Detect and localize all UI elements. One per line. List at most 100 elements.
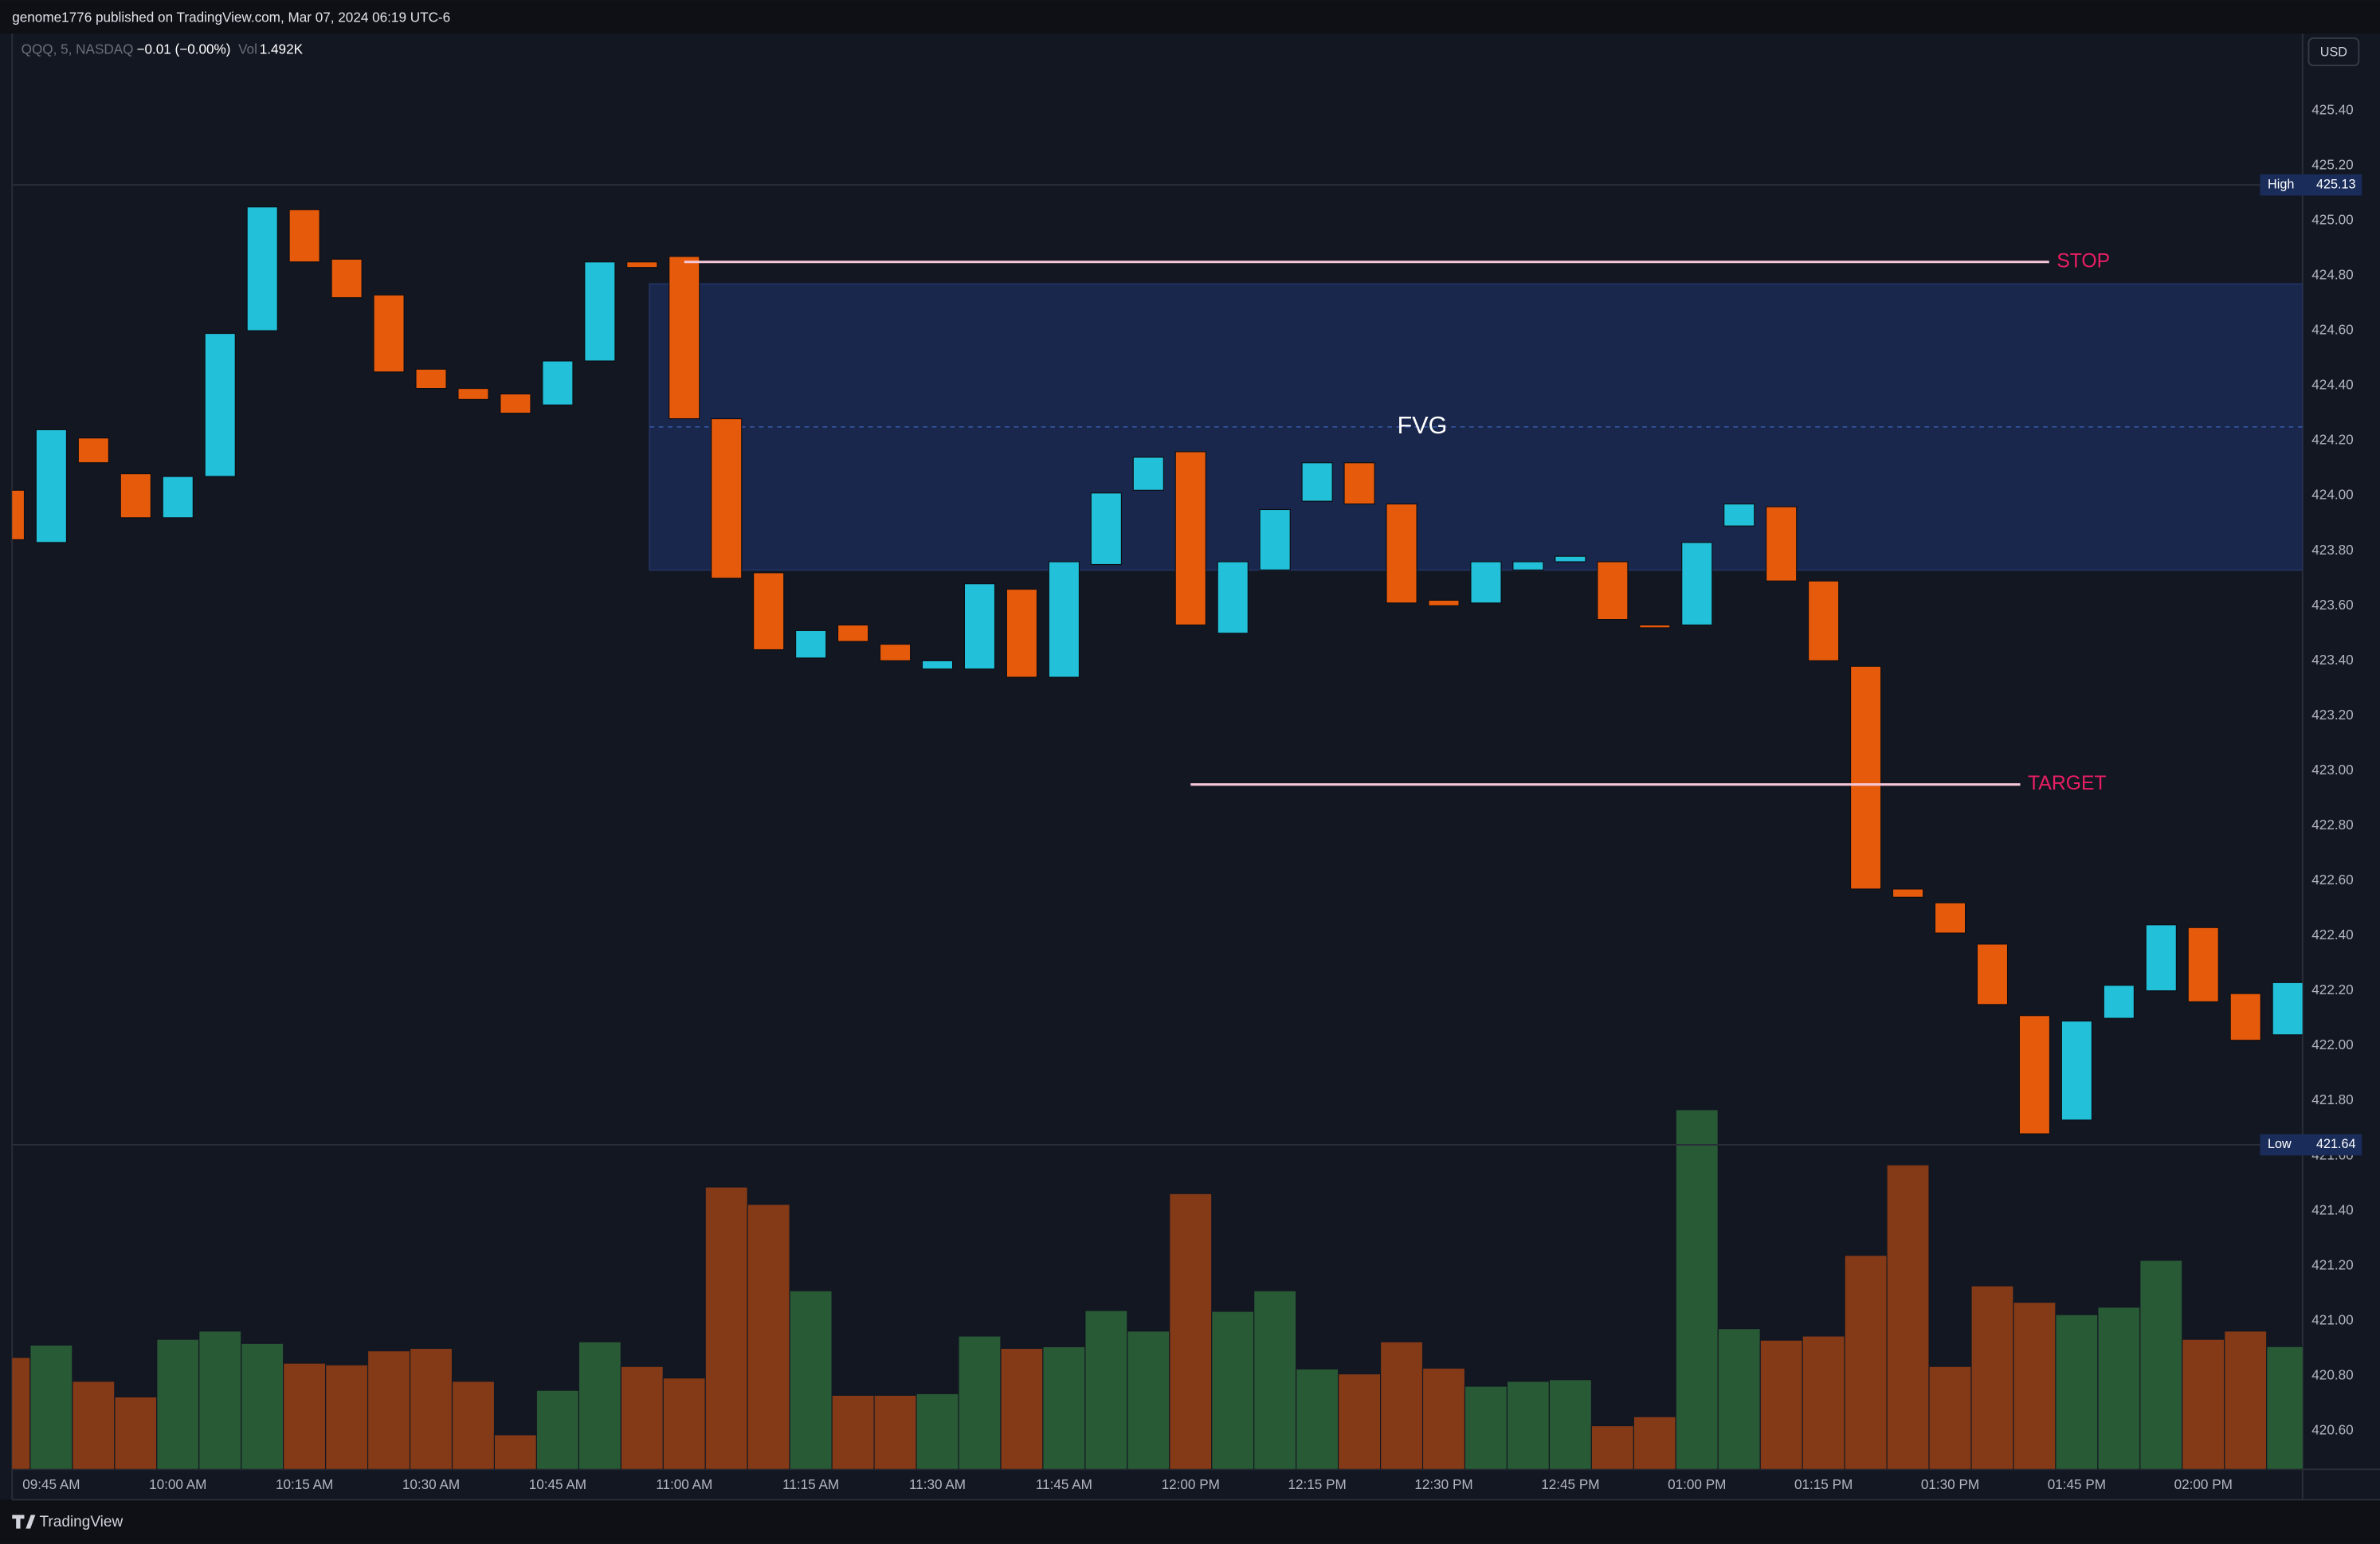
volume-bar — [283, 1362, 327, 1470]
currency[interactable]: USD — [2320, 45, 2347, 59]
candle-body — [2060, 1021, 2093, 1121]
candle-body — [1512, 561, 1544, 571]
candle-body — [879, 644, 912, 661]
candle-body — [246, 206, 278, 331]
volume-bar — [747, 1204, 790, 1470]
x-tick-label: 01:45 PM — [2048, 1476, 2106, 1492]
candle-body — [162, 476, 194, 519]
candle-body — [2145, 924, 2177, 992]
volume-bar — [2139, 1260, 2183, 1470]
candle-body — [1808, 580, 1840, 661]
volume-bar — [451, 1381, 496, 1470]
volume-bar — [620, 1366, 664, 1470]
target-label: TARGET — [2028, 773, 2107, 794]
volume-bar — [1211, 1311, 1255, 1470]
volume-bar — [367, 1350, 411, 1470]
y-tick-label: 421.40 — [2311, 1201, 2353, 1217]
candle-body — [584, 261, 616, 362]
candle-body — [837, 624, 869, 642]
high-badge-label: High — [2268, 177, 2294, 191]
volume-bar — [1717, 1328, 1761, 1470]
x-tick-label: 11:15 AM — [782, 1476, 839, 1492]
volume-bar — [958, 1335, 1002, 1470]
candle-body — [921, 660, 954, 670]
candle-body — [204, 332, 236, 477]
candle-body — [12, 489, 25, 541]
volume-bar — [241, 1342, 284, 1470]
y-tick-label: 422.00 — [2311, 1037, 2353, 1052]
volume-bar — [1590, 1425, 1634, 1470]
volume-bar — [1421, 1367, 1466, 1470]
candle-body — [1597, 561, 1629, 621]
high-badge-value: 425.13 — [2316, 177, 2356, 191]
y-tick-label: 423.80 — [2311, 542, 2353, 558]
x-tick-label: 10:45 AM — [529, 1476, 586, 1492]
volume-bar — [2224, 1330, 2268, 1470]
volume-bar — [2097, 1307, 2141, 1470]
volume-bar — [789, 1290, 833, 1470]
y-tick-label: 424.20 — [2311, 432, 2353, 448]
candle-body — [1132, 457, 1164, 491]
candle-body — [1934, 902, 1966, 934]
fvg-label: FVG — [1398, 412, 1448, 439]
volume-bar — [1970, 1285, 2014, 1470]
candle-body — [1639, 624, 1671, 629]
x-tick-label: 01:15 PM — [1794, 1476, 1853, 1492]
volume-bar — [1886, 1164, 1930, 1470]
volume-bar — [1042, 1346, 1086, 1470]
candle-body — [1428, 599, 1460, 606]
volume-bar — [114, 1396, 158, 1470]
volume-bar — [1759, 1339, 1803, 1470]
y-tick-label: 425.00 — [2311, 212, 2353, 228]
candle-body — [1723, 504, 1755, 527]
volume-bar — [1802, 1335, 1845, 1470]
candle-body — [1048, 561, 1080, 678]
candle-body — [500, 393, 531, 414]
x-tick-label: 12:45 PM — [1541, 1476, 1599, 1492]
high-badge — [2260, 174, 2362, 196]
volume-bar — [2055, 1314, 2099, 1470]
y-tick-label: 420.60 — [2311, 1422, 2353, 1438]
low-badge-value: 421.64 — [2316, 1137, 2356, 1151]
volume-bar — [704, 1186, 748, 1470]
candle-body — [457, 388, 489, 400]
x-tick-label: 10:00 AM — [149, 1476, 206, 1492]
candle-body — [1555, 555, 1586, 562]
candle-body — [1766, 506, 1798, 582]
y-tick-label: 424.80 — [2311, 267, 2353, 283]
currency-button[interactable] — [2307, 37, 2360, 67]
volume-bar — [916, 1393, 959, 1470]
y-tick-label: 422.20 — [2311, 982, 2353, 997]
footer-bar — [0, 1499, 2380, 1544]
volume-bar — [1548, 1379, 1592, 1470]
x-tick-label: 11:45 AM — [1036, 1476, 1092, 1492]
volume-bar — [1253, 1290, 1297, 1470]
brand: TradingView — [40, 1514, 124, 1530]
x-tick-label: 11:00 AM — [656, 1476, 712, 1492]
volume-bar — [2013, 1302, 2057, 1470]
candle-body — [2229, 993, 2261, 1041]
candle-body — [1681, 542, 1713, 626]
candle-body — [2103, 985, 2135, 1019]
y-tick-label: 421.80 — [2311, 1091, 2353, 1107]
x-tick-label: 02:00 PM — [2174, 1476, 2233, 1492]
low-badge-label: Low — [2268, 1137, 2292, 1151]
y-tick-label: 423.40 — [2311, 652, 2353, 668]
candle-body — [753, 572, 785, 651]
plot: FVG STOP TARGET — [12, 184, 2303, 1470]
volume-bar — [2266, 1346, 2303, 1470]
candle-body — [795, 629, 827, 659]
y-tick-label: 425.40 — [2311, 101, 2353, 117]
candle-body — [1343, 462, 1375, 505]
volume-bar — [29, 1344, 73, 1470]
volume-bar — [1000, 1347, 1044, 1470]
legend-change: −0.01 (−0.00%) — [136, 41, 230, 57]
candle-body — [542, 360, 574, 406]
candle-body — [1259, 508, 1291, 571]
candle-body — [1090, 492, 1122, 566]
candle-body — [35, 429, 68, 543]
legend-vol-label: Vol — [238, 41, 257, 57]
volume-bar — [535, 1389, 579, 1470]
volume-bar — [1084, 1310, 1128, 1470]
